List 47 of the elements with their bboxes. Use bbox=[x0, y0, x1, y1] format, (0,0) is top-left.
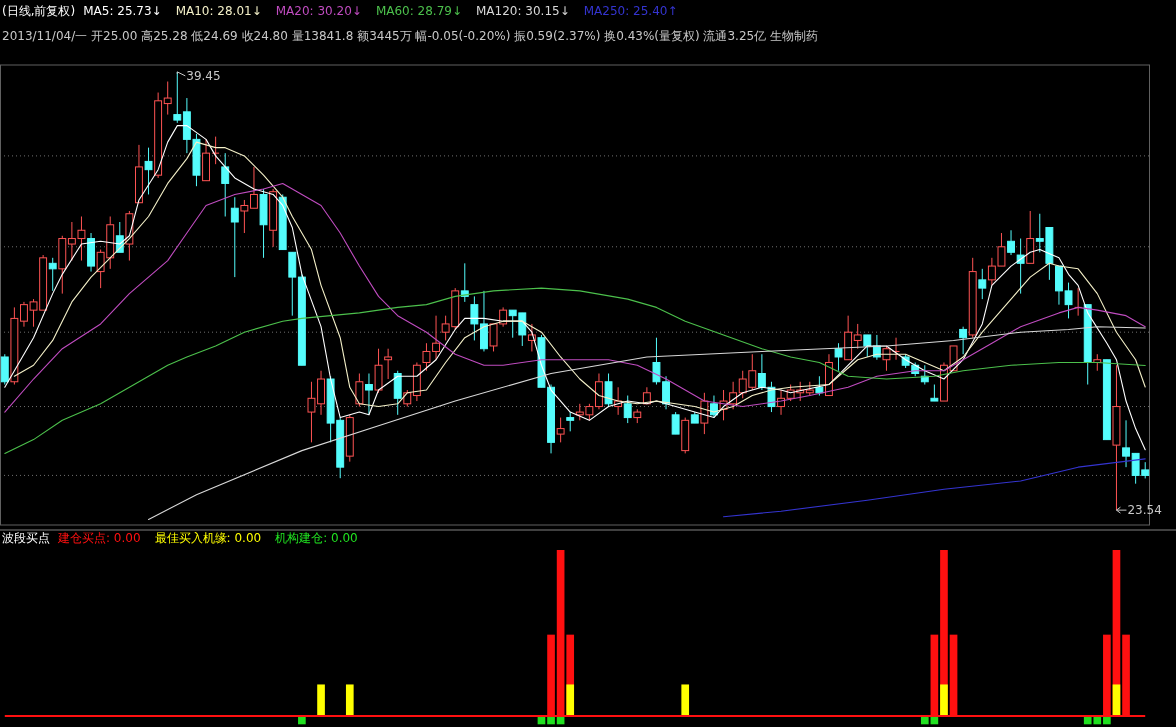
candlestick bbox=[556, 417, 565, 443]
candlestick bbox=[566, 411, 575, 432]
candlestick bbox=[623, 395, 632, 424]
chart-title: (日线,前复权) bbox=[2, 4, 76, 18]
candlestick bbox=[978, 268, 987, 300]
bar bbox=[566, 684, 575, 716]
bar bbox=[345, 684, 354, 716]
candlestick bbox=[48, 257, 57, 292]
text: 机构建仓: 0.00 bbox=[275, 531, 358, 545]
text: 建仓买点: 0.00 bbox=[57, 531, 141, 545]
candlestick bbox=[757, 353, 766, 391]
candlestick bbox=[853, 323, 862, 350]
candlestick bbox=[1007, 229, 1015, 256]
candlestick bbox=[144, 147, 153, 195]
candlestick bbox=[365, 373, 373, 416]
chart-title: 波段买点 bbox=[2, 531, 50, 545]
candlestick bbox=[671, 411, 680, 435]
candlestick bbox=[230, 196, 239, 278]
candlestick bbox=[211, 136, 220, 165]
candlestick bbox=[384, 348, 393, 380]
candlestick bbox=[250, 166, 258, 209]
text: MA5: 25.73↓ bbox=[83, 4, 162, 18]
candlestick bbox=[163, 81, 172, 116]
candlestick bbox=[173, 71, 182, 124]
text: 最佳买入机缘: 0.00 bbox=[154, 531, 262, 545]
candlestick bbox=[882, 345, 891, 372]
candlestick bbox=[1122, 419, 1130, 468]
candlestick bbox=[863, 334, 872, 358]
bar bbox=[681, 684, 690, 716]
candlestick bbox=[834, 342, 843, 372]
text: MA60: 28.79↓ bbox=[375, 4, 462, 18]
candlestick bbox=[240, 199, 249, 234]
bar bbox=[317, 684, 325, 716]
text: MA10: 28.01↓ bbox=[175, 4, 262, 18]
bar bbox=[940, 684, 948, 716]
candlestick bbox=[470, 295, 479, 341]
annotation: 39.45 bbox=[186, 68, 221, 83]
candlestick bbox=[221, 152, 230, 217]
candlestick bbox=[355, 373, 364, 408]
text: MA250: 25.40↑ bbox=[583, 4, 678, 18]
text: MA20: 30.20↓ bbox=[275, 4, 362, 18]
candlestick bbox=[959, 326, 968, 355]
annotation: 23.54 bbox=[1127, 503, 1162, 518]
bar bbox=[1112, 684, 1121, 716]
chart-subtitle: 2013/11/04/一 开25.00 高25.28 低24.69 收24.80 量13841.8 额3445万 幅-0.05(-0.20%) 振0.59(2.37%) 换0.43%(量复权) 流通3.25亿 生物制药 bbox=[2, 29, 819, 43]
text: MA120: 30.15↓ bbox=[475, 4, 570, 18]
candlestick bbox=[604, 373, 613, 408]
